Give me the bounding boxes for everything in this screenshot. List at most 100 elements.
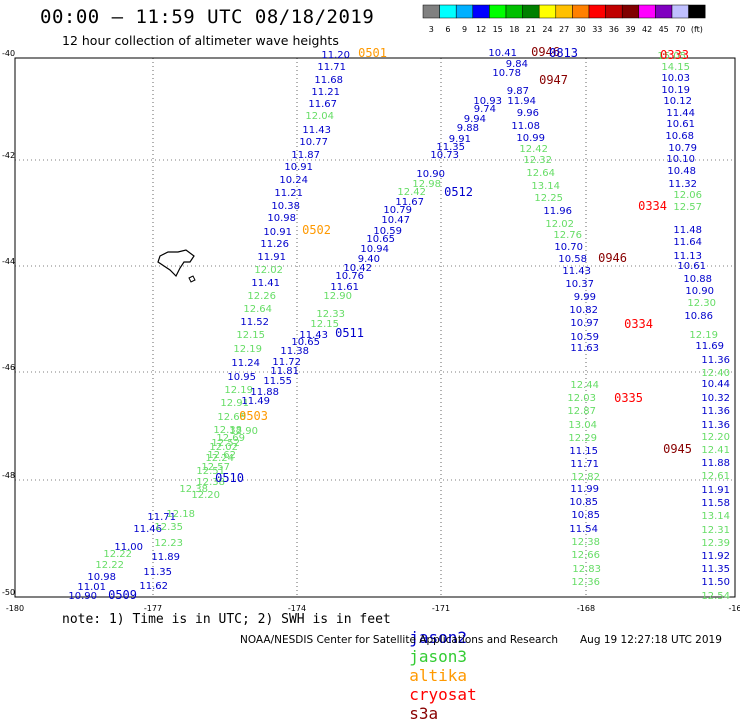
swh-value-label: 11.21 [311, 87, 340, 98]
swh-value-label: 12.62 [207, 450, 236, 461]
pass-time-label: 0945 [663, 442, 692, 456]
swh-value-label: 11.32 [668, 179, 697, 190]
swh-value-label: 9.88 [457, 123, 479, 134]
swh-value-label: 12.32 [523, 155, 552, 166]
swh-value-label: 10.94 [360, 244, 389, 255]
legend-altika: altika [409, 666, 468, 685]
swh-value-label: 10.90 [685, 286, 714, 297]
swh-value-label: 12.76 [553, 230, 582, 241]
islet-outline [188, 275, 196, 283]
swh-value-label: 12.38 [196, 477, 225, 488]
pass-time-label: 0335 [614, 391, 643, 405]
lon-tick-label: -180 [6, 604, 24, 613]
swh-value-label: 10.41 [488, 48, 517, 59]
swh-value-label: 11.71 [147, 512, 176, 523]
swh-value-label: 11.13 [673, 251, 702, 262]
swh-value-label: 12.64 [526, 168, 555, 179]
colorbar-swatch [572, 4, 590, 19]
swh-value-label: 11.48 [673, 225, 702, 236]
colorbar-swatch [439, 4, 457, 19]
swh-value-label: 12.15 [310, 319, 339, 330]
swh-value-label: 10.79 [668, 143, 697, 154]
swh-value-label: 10.93 [473, 96, 502, 107]
swh-value-label: 12.38 [179, 484, 208, 495]
swh-value-label: 13.14 [701, 511, 730, 522]
swh-value-label: 11.15 [569, 446, 598, 457]
pass-time-label: 0509 [108, 588, 137, 602]
pass-time-label: 0510 [215, 471, 244, 485]
swh-value-label: 10.37 [565, 279, 594, 290]
swh-value-label: 11.89 [151, 552, 180, 563]
swh-value-label: 9.94 [464, 114, 486, 125]
swh-value-label: 12.19 [233, 344, 262, 355]
colorbar-label: 12 [476, 25, 486, 34]
swh-value-label: 10.86 [684, 311, 713, 322]
swh-value-label: 10.68 [665, 131, 694, 142]
swh-value-label: 11.91 [257, 252, 286, 263]
swh-value-label: 9.74 [474, 104, 496, 115]
swh-value-label: 11.87 [291, 150, 320, 161]
swh-value-label: 12.25 [534, 193, 563, 204]
swh-value-label: 10.19 [661, 85, 690, 96]
colorbar-label: 27 [559, 25, 569, 34]
swh-value-label: 12.44 [570, 380, 599, 391]
swh-value-label: 11.96 [543, 206, 572, 217]
swh-value-label: 11.36 [701, 355, 730, 366]
colorbar-label: 9 [462, 25, 467, 34]
swh-value-label: 12.06 [673, 190, 702, 201]
swh-value-label: 12.90 [323, 291, 352, 302]
swh-value-label: 12.57 [201, 462, 230, 473]
colorbar-label: 36 [609, 25, 619, 34]
legend-s3a: s3a [409, 704, 439, 723]
swh-value-label: 12.18 [166, 509, 195, 520]
swh-value-label: 10.03 [661, 73, 690, 84]
swh-value-label: 12.19 [224, 385, 253, 396]
swh-value-label: 10.95 [227, 372, 256, 383]
swh-value-label: 12.82 [571, 472, 600, 483]
pass-time-label: 0946 [531, 45, 560, 59]
swh-value-label: 11.50 [701, 577, 730, 588]
swh-value-label: 10.38 [271, 201, 300, 212]
swh-value-label: 11.55 [263, 376, 292, 387]
swh-value-label: 10.58 [558, 254, 587, 265]
swh-value-label: 9.40 [358, 254, 380, 265]
colorbar-label: 18 [509, 25, 519, 34]
swh-value-label: 10.90 [68, 591, 97, 602]
satellite-legend: jason2 jason3 altika cryosat s3a [390, 609, 487, 723]
swh-value-label: 14.15 [661, 62, 690, 73]
colorbar-label: 6 [445, 25, 450, 34]
swh-value-label: 11.72 [272, 357, 301, 368]
colorbar-swatch [455, 4, 474, 19]
swh-value-label: 12.41 [701, 445, 730, 456]
swh-value-label: 11.00 [114, 542, 143, 553]
swh-value-label: 10.99 [516, 133, 545, 144]
swh-value-label: 12.22 [103, 549, 132, 560]
pass-time-label: 0502 [302, 223, 331, 237]
colorbar-swatch [688, 4, 706, 19]
map-subtitle: 12 hour collection of altimeter wave hei… [62, 33, 339, 48]
swh-value-label: 10.70 [554, 242, 583, 253]
swh-value-label: 10.12 [663, 96, 692, 107]
swh-value-label: 11.88 [250, 387, 279, 398]
footer-note: note: 1) Time is in UTC; 2) SWH is in fe… [62, 612, 391, 627]
pass-time-label: 0503 [239, 409, 268, 423]
swh-value-label: 9.99 [574, 292, 596, 303]
swh-value-label: 12.20 [701, 432, 730, 443]
swh-value-label: 11.36 [701, 406, 730, 417]
swh-value-label: 12.35 [154, 522, 183, 533]
colorbar-label: 15 [493, 25, 503, 34]
swh-value-label: 10.73 [430, 150, 459, 161]
swh-value-label: 11.49 [241, 396, 270, 407]
swh-value-label: 11.38 [280, 346, 309, 357]
lat-tick-label: -46 [2, 363, 15, 372]
swh-value-label: 10.97 [570, 318, 599, 329]
swh-value-label: 12.31 [701, 525, 730, 536]
swh-value-label: 11.58 [701, 498, 730, 509]
swh-value-label: 10.65 [291, 337, 320, 348]
swh-value-label: 11.46 [133, 524, 162, 535]
wave-height-map: 3 6 9 12 15 18 21 24 27 30 33 36 39 42 45 70 (ft)-40-42-… [2, 4, 740, 613]
swh-value-label: 12.02 [209, 442, 238, 453]
swh-value-label: 12.04 [305, 111, 334, 122]
swh-value-label: 12.39 [701, 538, 730, 549]
swh-value-label: 11.71 [570, 459, 599, 470]
